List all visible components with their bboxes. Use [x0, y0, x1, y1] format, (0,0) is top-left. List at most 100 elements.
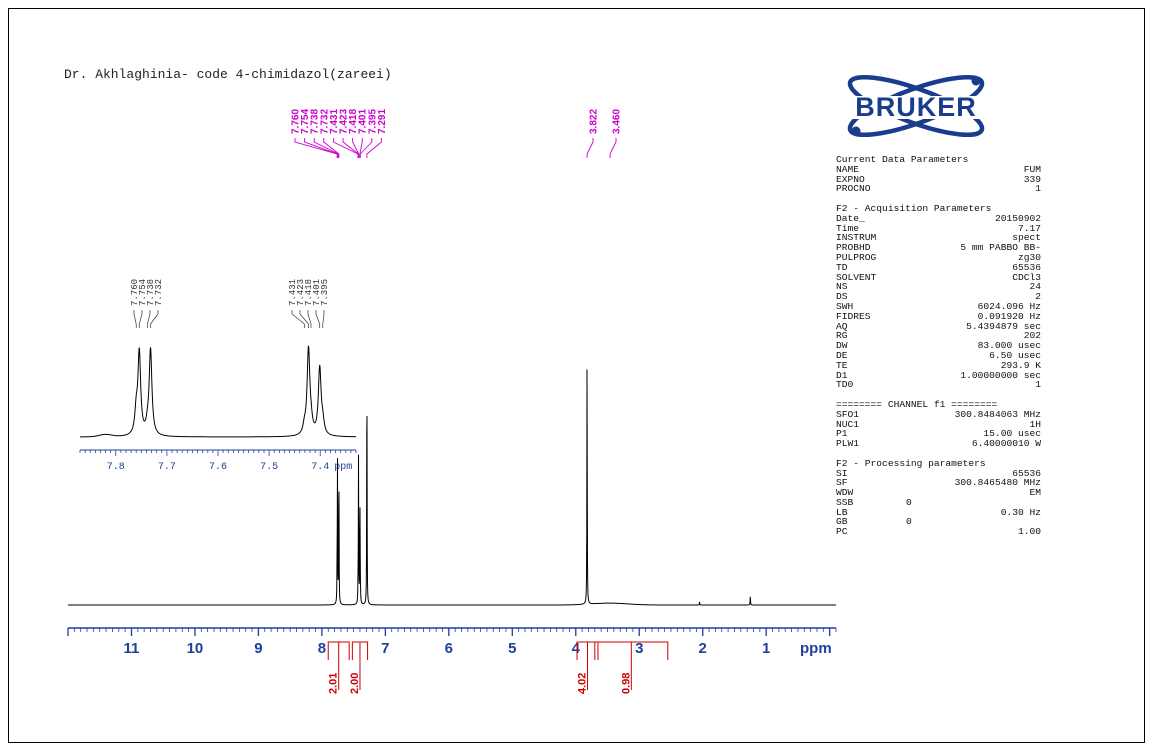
param-row: FIDRES 0.091920 Hz	[836, 310, 1041, 322]
param-value: 0.30 Hz	[1000, 506, 1041, 518]
param-value: 0	[906, 516, 912, 528]
param-row: SSB 0	[836, 498, 1041, 508]
param-key: TD	[836, 261, 848, 273]
inset-leader-line	[291, 310, 305, 328]
param-key: DS	[836, 291, 848, 303]
inset-peak-label: 7.418	[304, 279, 314, 306]
inset-tick-label: 7.7	[158, 462, 176, 473]
param-row: DS 2	[836, 292, 1041, 302]
param-value: 6024.096 Hz	[977, 300, 1041, 312]
param-value: 0.091920 Hz	[977, 310, 1041, 322]
param-row: EXPNO 339	[836, 173, 1041, 185]
inset-trace	[80, 345, 356, 438]
inset-peak-label: 7.423	[296, 279, 306, 306]
param-value: 65536	[1012, 467, 1041, 479]
param-value: 6.50 usec	[989, 349, 1041, 361]
param-value: spect	[1012, 232, 1041, 244]
inset-peak-label: 7.754	[138, 279, 148, 306]
peak-label: 7.738	[310, 109, 321, 134]
param-key: P1	[836, 428, 848, 440]
param-row: PLW1 6.40000010 W	[836, 439, 1041, 449]
peak-leader-line	[359, 138, 373, 158]
x-tick-label: 4	[572, 640, 581, 657]
peak-label: 7.754	[300, 109, 311, 134]
param-key: EXPNO	[836, 173, 865, 185]
x-tick-label: 9	[254, 640, 262, 657]
param-value: EM	[1029, 487, 1041, 499]
x-tick-label: 7	[381, 640, 389, 657]
peak-leader-line	[352, 138, 360, 158]
param-value: 83.000 usec	[977, 340, 1041, 352]
inset-tick-label: 7.5	[260, 462, 278, 473]
peak-leader-line	[609, 138, 617, 158]
peak-leader-line	[323, 138, 340, 158]
param-row: TD0 1	[836, 380, 1041, 390]
param-value: 1.00	[1017, 526, 1041, 538]
x-tick-label: 10	[187, 640, 204, 657]
params-acquisition-title: F2 - Acquisition Parameters	[836, 202, 992, 214]
inset-peak-label: 7.760	[130, 279, 140, 306]
param-key: AQ	[836, 320, 848, 332]
param-value: 1	[1035, 183, 1041, 195]
inset-leader-line	[133, 310, 137, 328]
params-channel-title: ======== CHANNEL f1 ========	[836, 398, 998, 410]
param-row: NS 24	[836, 282, 1041, 292]
param-value: 339	[1023, 173, 1041, 185]
x-tick-label: 5	[508, 640, 516, 657]
integral-value: 0.98	[620, 673, 632, 694]
param-row: DW 83.000 usec	[836, 341, 1041, 351]
peak-label: 7.760	[291, 109, 302, 134]
peak-labels: 7.7607.7547.7387.7327.4317.4237.4187.401…	[291, 109, 623, 158]
param-row: DE 6.50 usec	[836, 351, 1041, 361]
inset-axis-unit: ppm	[334, 462, 352, 473]
acquisition-parameters: Current Data Parameters NAME FUM EXPNO 339 P…	[836, 155, 1041, 537]
param-key: D1	[836, 369, 848, 381]
peak-label: 7.418	[348, 109, 359, 134]
peak-leader-line	[313, 138, 339, 158]
param-key: PLW1	[836, 438, 860, 450]
param-key: TD0	[836, 379, 854, 391]
param-value: 20150902	[994, 212, 1041, 224]
peak-label: 7.401	[358, 109, 369, 134]
param-key: PROBHD	[836, 242, 871, 254]
peak-leader-line	[332, 138, 359, 158]
param-key: PC	[836, 526, 848, 538]
logo-dot-icon	[971, 76, 981, 86]
param-value: 2	[1035, 291, 1041, 303]
inset-leader-line	[138, 310, 143, 328]
param-value: FUM	[1023, 163, 1041, 175]
logo-dot-icon	[851, 126, 861, 136]
param-row: INSTRUM spect	[836, 233, 1041, 243]
peak-label: 7.732	[319, 109, 330, 134]
param-key: PULPROG	[836, 251, 877, 263]
param-key: DW	[836, 340, 848, 352]
param-key: Time	[836, 222, 860, 234]
param-row: PC 1.00	[836, 527, 1041, 537]
params-processing-title: F2 - Processing parameters	[836, 457, 986, 469]
param-key: DE	[836, 349, 848, 361]
inset-peak-label: 7.732	[154, 279, 164, 306]
logo-orbit-2-icon	[847, 74, 985, 138]
inset-leader-line	[147, 310, 151, 328]
param-value: 293.9 K	[1000, 359, 1041, 371]
param-row: PROCNO 1	[836, 184, 1041, 194]
peak-leader-line	[586, 138, 594, 158]
param-key: SSB	[836, 496, 854, 508]
param-key: WDW	[836, 487, 854, 499]
peak-label: 3.822	[589, 109, 600, 134]
param-value: 202	[1023, 330, 1041, 342]
param-value: 1	[1035, 379, 1041, 391]
main-plot: 11 10 9 8 7 6 5 4 3 2 1 ppm 2.01 2.00 4.02 0.98	[67, 369, 837, 694]
peak-leader-line	[366, 138, 382, 158]
param-key: NS	[836, 281, 848, 293]
peak-label: 7.431	[329, 109, 340, 134]
inset-peak-label: 7.395	[320, 279, 330, 306]
peak-label: 3.460	[612, 109, 623, 134]
param-value: 1.00000000 sec	[960, 369, 1041, 381]
param-key: GB	[836, 516, 848, 528]
inset-peak-label: 7.738	[146, 279, 156, 306]
param-row: Date_ 20150902	[836, 212, 1041, 224]
x-tick-label: 3	[635, 640, 643, 657]
